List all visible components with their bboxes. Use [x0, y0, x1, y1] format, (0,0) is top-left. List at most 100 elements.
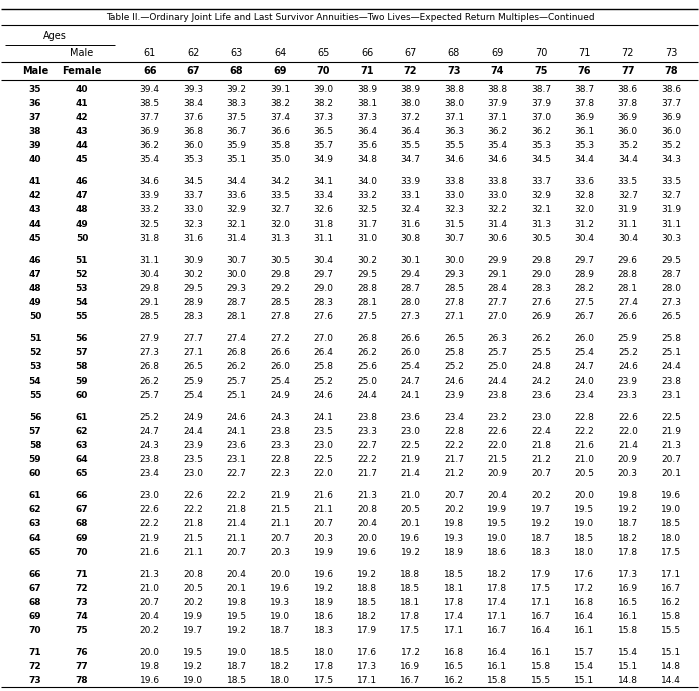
Text: 29.0: 29.0	[314, 284, 333, 293]
Text: 22.6: 22.6	[618, 413, 637, 422]
Text: 26.8: 26.8	[357, 334, 377, 343]
Text: 24.6: 24.6	[314, 390, 333, 400]
Text: 20.7: 20.7	[531, 469, 551, 478]
Text: 18.5: 18.5	[270, 648, 290, 657]
Text: 28.1: 28.1	[226, 312, 247, 321]
Text: 22.0: 22.0	[487, 441, 507, 450]
Text: 20.4: 20.4	[487, 491, 507, 500]
Text: 30.0: 30.0	[444, 256, 464, 265]
Text: 23.8: 23.8	[357, 413, 377, 422]
Text: 36.0: 36.0	[618, 127, 638, 136]
Text: 69: 69	[75, 533, 88, 542]
Text: 15.8: 15.8	[661, 612, 682, 621]
Text: 61: 61	[75, 413, 88, 422]
Text: 21.3: 21.3	[661, 441, 682, 450]
Text: 17.4: 17.4	[444, 612, 464, 621]
Text: 26.2: 26.2	[226, 363, 247, 372]
Text: 19.0: 19.0	[270, 612, 290, 621]
Text: 33.0: 33.0	[444, 191, 464, 200]
Text: 40: 40	[29, 155, 41, 164]
Text: 68: 68	[29, 598, 41, 607]
Text: 20.1: 20.1	[401, 520, 421, 529]
Text: 37.1: 37.1	[487, 113, 507, 122]
Text: 26.2: 26.2	[531, 334, 551, 343]
Text: 31.6: 31.6	[401, 220, 421, 229]
Text: 28.4: 28.4	[487, 284, 507, 293]
Text: 19.8: 19.8	[140, 662, 160, 671]
Text: 29.8: 29.8	[270, 270, 290, 279]
Text: 62: 62	[75, 427, 88, 436]
Text: 15.4: 15.4	[575, 662, 594, 671]
Text: 26.4: 26.4	[314, 348, 333, 357]
Text: 19.9: 19.9	[183, 612, 203, 621]
Text: 19.0: 19.0	[226, 648, 247, 657]
Text: 30.4: 30.4	[314, 256, 333, 265]
Text: 25.4: 25.4	[401, 363, 420, 372]
Text: Ages: Ages	[43, 31, 67, 41]
Text: 18.9: 18.9	[444, 548, 464, 557]
Text: 15.5: 15.5	[661, 626, 682, 635]
Text: 30.6: 30.6	[487, 234, 507, 243]
Text: 27.3: 27.3	[401, 312, 421, 321]
Text: 19.3: 19.3	[270, 598, 290, 607]
Text: 34.6: 34.6	[487, 155, 507, 164]
Text: 22.6: 22.6	[140, 505, 159, 514]
Text: 20.0: 20.0	[575, 491, 594, 500]
Text: 63: 63	[29, 520, 41, 529]
Text: 25.2: 25.2	[314, 377, 333, 386]
Text: 22.0: 22.0	[618, 427, 637, 436]
Text: 20.0: 20.0	[357, 533, 377, 542]
Text: 27.6: 27.6	[531, 298, 551, 307]
Text: 21.3: 21.3	[140, 569, 160, 578]
Text: 38.4: 38.4	[183, 99, 203, 108]
Text: 78: 78	[665, 66, 678, 76]
Text: 36.4: 36.4	[357, 127, 377, 136]
Text: 21.8: 21.8	[226, 505, 247, 514]
Text: 18.5: 18.5	[661, 520, 682, 529]
Text: 18.0: 18.0	[575, 548, 594, 557]
Text: 16.5: 16.5	[444, 662, 464, 671]
Text: 20.5: 20.5	[575, 469, 594, 478]
Text: 55: 55	[75, 312, 88, 321]
Text: 35.5: 35.5	[401, 141, 421, 150]
Text: 35.3: 35.3	[531, 141, 551, 150]
Text: 25.4: 25.4	[575, 348, 594, 357]
Text: 25.7: 25.7	[140, 390, 160, 400]
Text: 25.1: 25.1	[226, 390, 247, 400]
Text: 66: 66	[143, 66, 157, 76]
Text: 30.8: 30.8	[401, 234, 421, 243]
Text: 68: 68	[75, 520, 88, 529]
Text: 28.3: 28.3	[314, 298, 333, 307]
Text: 50: 50	[29, 312, 41, 321]
Text: 33.7: 33.7	[183, 191, 203, 200]
Text: 25.5: 25.5	[531, 348, 551, 357]
Text: 19.6: 19.6	[270, 584, 290, 593]
Text: 72: 72	[29, 662, 41, 671]
Text: 58: 58	[75, 363, 88, 372]
Text: 21.6: 21.6	[314, 491, 333, 500]
Text: 32.0: 32.0	[270, 220, 290, 229]
Text: 25.8: 25.8	[661, 334, 682, 343]
Text: 57: 57	[29, 427, 41, 436]
Text: 36.0: 36.0	[183, 141, 203, 150]
Text: 26.6: 26.6	[401, 334, 421, 343]
Text: 19.8: 19.8	[618, 491, 638, 500]
Text: 48: 48	[75, 205, 88, 214]
Text: 31.1: 31.1	[140, 256, 160, 265]
Text: 77: 77	[75, 662, 88, 671]
Text: 29.8: 29.8	[531, 256, 551, 265]
Text: 34.1: 34.1	[314, 177, 333, 186]
Text: 19.8: 19.8	[226, 598, 247, 607]
Text: 20.2: 20.2	[140, 626, 159, 635]
Text: 16.7: 16.7	[401, 676, 421, 685]
Text: 37.1: 37.1	[444, 113, 464, 122]
Text: 18.5: 18.5	[357, 598, 377, 607]
Text: 35.0: 35.0	[270, 155, 290, 164]
Text: 65: 65	[75, 469, 88, 478]
Text: 26.5: 26.5	[661, 312, 682, 321]
Text: 18.7: 18.7	[270, 626, 290, 635]
Text: 34.5: 34.5	[531, 155, 551, 164]
Text: 20.7: 20.7	[270, 533, 290, 542]
Text: 21.1: 21.1	[183, 548, 203, 557]
Text: 32.5: 32.5	[140, 220, 160, 229]
